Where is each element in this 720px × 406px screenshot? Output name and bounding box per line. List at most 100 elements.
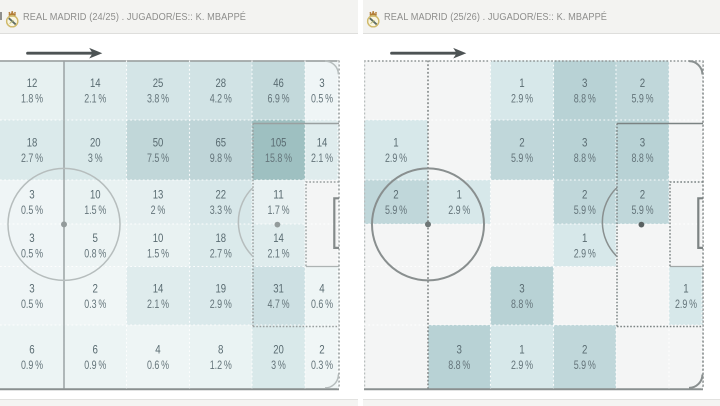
svg-text:4.2 %: 4.2 % xyxy=(210,91,232,105)
svg-text:2: 2 xyxy=(93,281,99,295)
svg-text:0.6 %: 0.6 % xyxy=(311,297,333,311)
svg-text:1.7 %: 1.7 % xyxy=(267,203,289,217)
svg-text:1: 1 xyxy=(456,188,462,202)
svg-text:1: 1 xyxy=(393,136,399,150)
svg-text:28: 28 xyxy=(215,76,226,90)
svg-text:7.5 %: 7.5 % xyxy=(147,151,169,165)
svg-text:8.8 %: 8.8 % xyxy=(573,91,595,105)
svg-text:8.8 %: 8.8 % xyxy=(448,358,470,372)
svg-text:8.8 %: 8.8 % xyxy=(573,151,595,165)
svg-text:4: 4 xyxy=(155,342,161,356)
svg-text:14: 14 xyxy=(317,136,328,150)
svg-text:6.9 %: 6.9 % xyxy=(267,91,289,105)
svg-text:0.8 %: 0.8 % xyxy=(84,246,106,260)
svg-text:0.5 %: 0.5 % xyxy=(21,246,43,260)
svg-text:2.9 %: 2.9 % xyxy=(210,297,232,311)
svg-text:3: 3 xyxy=(29,281,35,295)
svg-text:1: 1 xyxy=(582,231,588,245)
svg-text:5.9 %: 5.9 % xyxy=(573,358,595,372)
svg-text:0.5 %: 0.5 % xyxy=(21,203,43,217)
svg-text:10: 10 xyxy=(153,231,164,245)
svg-text:15.8 %: 15.8 % xyxy=(265,151,292,165)
svg-text:25: 25 xyxy=(153,76,164,90)
svg-text:2: 2 xyxy=(319,342,325,356)
svg-text:2: 2 xyxy=(582,188,588,202)
svg-text:1: 1 xyxy=(519,76,525,90)
svg-text:5.9 %: 5.9 % xyxy=(385,203,407,217)
svg-text:22: 22 xyxy=(215,188,226,202)
svg-text:0.3 %: 0.3 % xyxy=(311,358,333,372)
svg-text:2 %: 2 % xyxy=(151,203,166,217)
svg-text:2: 2 xyxy=(639,76,645,90)
svg-text:0.5 %: 0.5 % xyxy=(311,91,333,105)
svg-text:0.3 %: 0.3 % xyxy=(84,297,106,311)
svg-text:2: 2 xyxy=(393,188,399,202)
svg-text:18: 18 xyxy=(27,136,38,150)
svg-text:1: 1 xyxy=(519,342,525,356)
svg-text:10: 10 xyxy=(90,188,101,202)
svg-text:3 %: 3 % xyxy=(271,358,286,372)
svg-text:2.9 %: 2.9 % xyxy=(448,203,470,217)
svg-text:20: 20 xyxy=(273,342,284,356)
svg-text:8: 8 xyxy=(218,342,224,356)
svg-text:0.5 %: 0.5 % xyxy=(21,297,43,311)
svg-text:3: 3 xyxy=(519,281,525,295)
svg-text:2.7 %: 2.7 % xyxy=(21,151,43,165)
svg-text:0.9 %: 0.9 % xyxy=(21,358,43,372)
svg-text:3: 3 xyxy=(582,136,588,150)
svg-text:105: 105 xyxy=(271,136,287,150)
svg-text:14: 14 xyxy=(90,76,101,90)
svg-text:1.5 %: 1.5 % xyxy=(147,246,169,260)
svg-text:2.9 %: 2.9 % xyxy=(511,358,533,372)
svg-text:2: 2 xyxy=(639,188,645,202)
svg-text:3: 3 xyxy=(319,76,325,90)
svg-text:6: 6 xyxy=(93,342,99,356)
svg-text:12: 12 xyxy=(27,76,38,90)
svg-text:3 %: 3 % xyxy=(88,151,103,165)
svg-text:46: 46 xyxy=(273,76,284,90)
svg-text:14: 14 xyxy=(273,231,284,245)
svg-text:2.9 %: 2.9 % xyxy=(511,91,533,105)
svg-text:2.9 %: 2.9 % xyxy=(573,246,595,260)
svg-text:6: 6 xyxy=(29,342,35,356)
svg-text:2.9 %: 2.9 % xyxy=(385,151,407,165)
svg-text:20: 20 xyxy=(90,136,101,150)
svg-text:4: 4 xyxy=(319,281,325,295)
svg-text:2.1 %: 2.1 % xyxy=(311,151,333,165)
svg-text:14: 14 xyxy=(153,281,164,295)
svg-text:8.8 %: 8.8 % xyxy=(511,297,533,311)
svg-text:5.9 %: 5.9 % xyxy=(511,151,533,165)
svg-text:2.1 %: 2.1 % xyxy=(267,246,289,260)
svg-text:4.7 %: 4.7 % xyxy=(267,297,289,311)
svg-text:3: 3 xyxy=(639,136,645,150)
svg-text:18: 18 xyxy=(215,231,226,245)
svg-text:5.9 %: 5.9 % xyxy=(631,203,653,217)
svg-text:2.1 %: 2.1 % xyxy=(147,297,169,311)
svg-text:3: 3 xyxy=(29,188,35,202)
svg-text:3.8 %: 3.8 % xyxy=(147,91,169,105)
svg-text:1: 1 xyxy=(683,281,689,295)
svg-text:3: 3 xyxy=(456,342,462,356)
svg-text:3: 3 xyxy=(29,231,35,245)
svg-text:5: 5 xyxy=(93,231,99,245)
svg-text:50: 50 xyxy=(153,136,164,150)
svg-text:9.8 %: 9.8 % xyxy=(210,151,232,165)
svg-text:2.7 %: 2.7 % xyxy=(210,246,232,260)
svg-text:0.6 %: 0.6 % xyxy=(147,358,169,372)
svg-text:8.8 %: 8.8 % xyxy=(631,151,653,165)
svg-text:2: 2 xyxy=(582,342,588,356)
svg-text:5.9 %: 5.9 % xyxy=(631,91,653,105)
svg-text:2.1 %: 2.1 % xyxy=(84,91,106,105)
svg-text:2: 2 xyxy=(519,136,525,150)
svg-text:65: 65 xyxy=(215,136,226,150)
svg-text:31: 31 xyxy=(273,281,284,295)
svg-text:0.9 %: 0.9 % xyxy=(84,358,106,372)
svg-text:19: 19 xyxy=(215,281,226,295)
svg-text:1.5 %: 1.5 % xyxy=(84,203,106,217)
svg-text:5.9 %: 5.9 % xyxy=(573,203,595,217)
svg-text:2.9 %: 2.9 % xyxy=(675,297,697,311)
svg-text:3.3 %: 3.3 % xyxy=(210,203,232,217)
svg-text:1.2 %: 1.2 % xyxy=(210,358,232,372)
svg-text:3: 3 xyxy=(582,76,588,90)
svg-text:1.8 %: 1.8 % xyxy=(21,91,43,105)
